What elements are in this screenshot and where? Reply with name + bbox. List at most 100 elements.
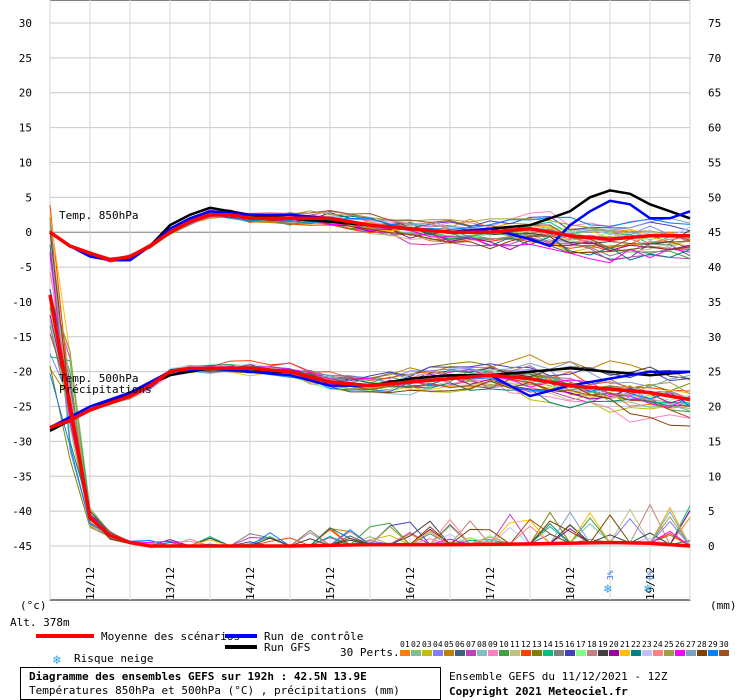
pert-legend-swatch [466, 650, 476, 656]
right-tick-label: 25 [708, 366, 721, 379]
pert-legend-number: 06 [455, 640, 465, 649]
right-axis-unit: (mm) [710, 599, 737, 612]
pert-legend-swatch [433, 650, 443, 656]
left-tick-label: -10 [12, 296, 32, 309]
right-tick-label: 70 [708, 52, 721, 65]
pert-legend-swatch [664, 650, 674, 656]
label-precip: Précipitations [59, 383, 152, 396]
pert-legend-swatch [675, 650, 685, 656]
left-tick-label: -40 [12, 505, 32, 518]
snowflake-icon: ❄ [52, 653, 61, 668]
right-tick-label: 65 [708, 87, 721, 100]
series-line-t850 [49, 213, 690, 262]
pert-legend-swatch [609, 650, 619, 656]
pert-legend-number: 03 [422, 640, 432, 649]
pert-legend-swatch [587, 650, 597, 656]
pert-legend-number: 26 [675, 640, 685, 649]
pert-legend-number: 12 [521, 640, 531, 649]
left-tick-label: -30 [12, 435, 32, 448]
snow-risk: 3% ❄ 6% ❄ [603, 570, 655, 597]
pert-legend-swatch [510, 650, 520, 656]
legend-mean: Moyenne des scénarios [101, 630, 240, 643]
x-tick-label: 19/12 [644, 567, 657, 600]
snow-risk-label: 6% [646, 570, 655, 580]
pert-legend-number: 08 [477, 640, 487, 649]
right-tick-label: 50 [708, 191, 721, 204]
left-tick-label: -35 [12, 470, 32, 483]
label-t500: Temp. 500hPa [59, 372, 138, 385]
left-axis-unit: (°c) [20, 599, 47, 612]
left-tick-label: -15 [12, 331, 32, 344]
pert-legend-number: 01 [400, 640, 410, 649]
pert-legend-swatch [697, 650, 707, 656]
pert-legend-swatch [455, 650, 465, 656]
left-tick-label: 25 [19, 52, 32, 65]
precip-mean-line [48, 294, 691, 548]
x-tick-label: 15/12 [324, 567, 337, 600]
pert-legend-number: 29 [708, 640, 718, 649]
altitude-label: Alt. 378m [10, 616, 70, 629]
pert-legend: 01 02 03 04 05 06 07 08 09 10 11 12 13 14 15 16 17 18 19 20… [400, 640, 729, 656]
pert-legend-swatch [488, 650, 498, 656]
footer-title-box: Diagramme des ensembles GEFS sur 192h : … [20, 667, 441, 700]
x-tick-label: 13/12 [164, 567, 177, 600]
left-axis: 30 25 20 15 10 5 0 -5 -10 -15 -20 -25 -30 -35 -40 -45 [12, 17, 32, 553]
x-tick-label: 12/12 [84, 567, 97, 600]
pert-legend-swatch [686, 650, 696, 656]
x-axis: 12/12 13/12 14/12 15/12 16/12 17/12 18/12 19/12 [84, 567, 657, 600]
right-tick-label: 5 [708, 505, 715, 518]
legend-gfs: Run GFS [264, 641, 310, 654]
pert-legend-swatch [620, 650, 630, 656]
pert-legend-swatch [554, 650, 564, 656]
left-tick-label: -25 [12, 401, 32, 414]
pert-legend-number: 23 [642, 640, 652, 649]
x-tick-label: 18/12 [564, 567, 577, 600]
pert-legend-number: 13 [532, 640, 542, 649]
pert-legend-number: 19 [598, 640, 608, 649]
right-tick-label: 0 [708, 540, 715, 553]
left-tick-label: 30 [19, 17, 32, 30]
pert-legend-swatch [532, 650, 542, 656]
right-tick-label: 60 [708, 122, 721, 135]
grid [49, 0, 691, 601]
left-tick-label: -20 [12, 366, 32, 379]
footer-copyright: Copyright 2021 Meteociel.fr [449, 685, 628, 698]
pert-legend-number: 04 [433, 640, 443, 649]
pert-legend-number: 30 [719, 640, 729, 649]
right-tick-label: 40 [708, 261, 721, 274]
pert-legend-swatch [543, 650, 553, 656]
pert-legend-number: 22 [631, 640, 641, 649]
pert-legend-swatch [642, 650, 652, 656]
left-tick-label: -5 [19, 261, 32, 274]
left-tick-label: 10 [19, 156, 32, 169]
x-tick-label: 17/12 [484, 567, 497, 600]
pert-legend-number: 14 [543, 640, 553, 649]
pert-legend-swatch [708, 650, 718, 656]
pert-legend-swatch [565, 650, 575, 656]
snow-risk-label: 3% [606, 570, 615, 580]
pert-legend-swatch [444, 650, 454, 656]
pert-legend-swatch [422, 650, 432, 656]
pert-legend-number: 27 [686, 640, 696, 649]
right-tick-label: 20 [708, 401, 721, 414]
pert-legend-number: 28 [697, 640, 707, 649]
pert-legend-number: 25 [664, 640, 674, 649]
pert-legend-swatch [411, 650, 421, 656]
series-line-t500 [49, 366, 691, 430]
snowflake-icon: ❄ [643, 582, 652, 597]
right-tick-label: 75 [708, 17, 721, 30]
pert-legend-swatch [400, 650, 410, 656]
footer-subtitle: Températures 850hPa et 500hPa (°C) , pré… [29, 684, 400, 697]
left-tick-label: 20 [19, 87, 32, 100]
right-tick-label: 35 [708, 296, 721, 309]
right-tick-label: 30 [708, 331, 721, 344]
pert-legend-number: 17 [576, 640, 586, 649]
snowflake-icon: ❄ [603, 582, 612, 597]
x-tick-label: 16/12 [404, 567, 417, 600]
pert-legend-number: 11 [510, 640, 520, 649]
x-tick-label: 14/12 [244, 567, 257, 600]
label-t850: Temp. 850hPa [59, 209, 138, 222]
legend-perts-label: 30 Perts. [340, 646, 400, 659]
pert-legend-number: 10 [499, 640, 509, 649]
